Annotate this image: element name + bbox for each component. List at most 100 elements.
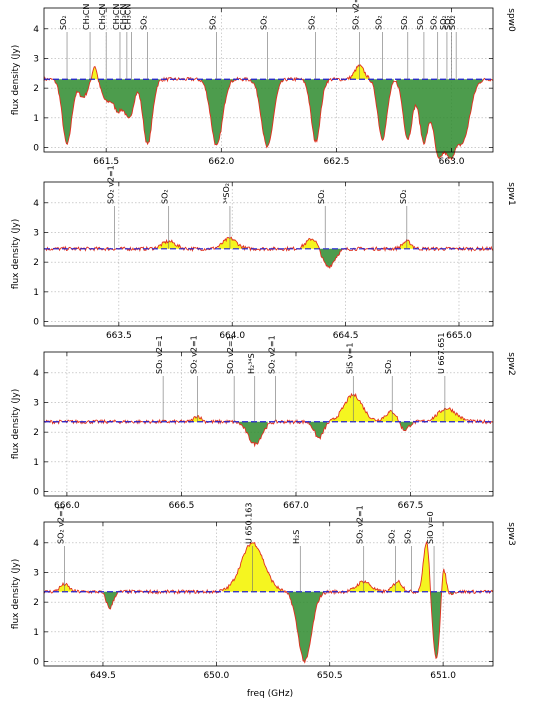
y-axis-label: flux density (Jy) xyxy=(11,389,21,459)
line-marker-label: SO₂ xyxy=(259,15,268,30)
x-axis-label: freq (GHz) xyxy=(247,689,293,699)
x-tick-label: 666.5 xyxy=(169,501,195,511)
emission-fill xyxy=(157,237,414,249)
line-marker-label: SiO v=0 xyxy=(426,511,435,544)
emission-fill xyxy=(57,542,449,592)
emission-fill xyxy=(91,64,370,80)
line-marker-label: SO₂ xyxy=(403,529,412,544)
spectrum-panel-spw2: SO₂ v2=1 SO₂ v2=1 SO₂ v2=1 H₂³⁴S SO₂ v2=1 SiS… xyxy=(11,333,516,511)
panel-label: spw3 xyxy=(506,522,516,546)
y-tick-label: 4 xyxy=(33,25,39,35)
panel-label: spw2 xyxy=(506,352,516,376)
x-tick-label: 663.5 xyxy=(106,331,132,341)
y-tick-label: 0 xyxy=(33,658,39,668)
x-tick-label: 650.0 xyxy=(203,671,229,681)
y-axis-label: flux density (Jy) xyxy=(11,45,21,115)
x-tick-label: 661.5 xyxy=(93,157,119,167)
line-marker-label: SO₂ v2=1 xyxy=(106,165,115,204)
line-marker-label: SO₂ xyxy=(399,189,408,204)
line-marker-label: SO₂ xyxy=(161,189,170,204)
line-marker-label: SO₂ xyxy=(448,15,457,30)
line-marker-label: SO₂ v2=1 xyxy=(267,335,276,374)
emission-fill xyxy=(190,393,466,422)
line-marker-label: SO₂ xyxy=(140,15,149,30)
x-tick-label: 667.0 xyxy=(283,501,309,511)
x-tick-label: 650.5 xyxy=(317,671,343,681)
x-tick-label: 662.5 xyxy=(324,157,350,167)
line-marker-label: CH₃CN xyxy=(98,4,107,30)
y-tick-label: 3 xyxy=(33,54,39,64)
line-marker-label: CH₃CN xyxy=(123,4,132,30)
x-tick-label: 662.0 xyxy=(208,157,234,167)
line-marker-label: SiS v=1 xyxy=(345,343,354,374)
panel-label: spw1 xyxy=(506,182,516,206)
y-tick-label: 2 xyxy=(33,258,39,268)
y-tick-label: 3 xyxy=(33,568,39,578)
y-tick-label: 0 xyxy=(33,318,39,328)
x-tick-label: 665.0 xyxy=(446,331,472,341)
y-axis-label: flux density (Jy) xyxy=(11,219,21,289)
line-marker-label: SO₂ xyxy=(400,15,409,30)
plot-frame xyxy=(43,351,494,497)
x-tick-label: 664.0 xyxy=(219,331,245,341)
x-tick-label: 667.5 xyxy=(398,501,424,511)
spectrum-panel-spw1: SO₂ v2=1 SO₂ ³⁴SO₂ SO₂ SO₂ 663.5 664.0 664.5 665… xyxy=(11,165,516,341)
line-marker-label: SO₂ xyxy=(317,189,326,204)
line-marker-label: SO₂ xyxy=(384,359,393,374)
x-tick-label: 649.5 xyxy=(90,671,116,681)
line-marker-label: SO₂ xyxy=(416,15,425,30)
line-marker-label: SO₂ xyxy=(444,15,453,30)
spectrum-line xyxy=(43,392,494,448)
y-tick-label: 0 xyxy=(33,144,39,154)
plot-frame xyxy=(43,181,494,327)
x-tick-label: 666.0 xyxy=(54,501,80,511)
y-axis-label: flux density (Jy) xyxy=(11,559,21,629)
x-tick-label: 663.0 xyxy=(439,157,465,167)
x-tick-label: 664.5 xyxy=(333,331,359,341)
y-tick-label: 3 xyxy=(33,398,39,408)
line-marker-label: SO₂ xyxy=(430,15,439,30)
line-marker-label: U 667.651 xyxy=(437,333,446,374)
y-tick-label: 2 xyxy=(33,598,39,608)
line-marker-label: U 650.163 xyxy=(245,503,254,544)
line-marker-label: ³⁴SO₂ xyxy=(222,183,231,204)
line-marker-label: SO₂ v2=1 xyxy=(56,505,65,544)
plot-frame xyxy=(43,7,494,153)
line-marker-label: SO₂ v2=1 xyxy=(351,0,360,30)
line-marker-label: SO₂ xyxy=(308,15,317,30)
line-marker-label: SO₂ v2=1 xyxy=(356,505,365,544)
y-tick-label: 2 xyxy=(33,428,39,438)
y-tick-label: 1 xyxy=(33,628,39,638)
y-tick-label: 1 xyxy=(33,288,39,298)
x-tick-label: 651.0 xyxy=(430,671,456,681)
spectrum-line xyxy=(43,63,494,161)
plot-frame xyxy=(43,521,494,667)
panel-label: spw0 xyxy=(506,8,516,32)
spectrum-line xyxy=(43,236,494,270)
line-marker-label: CH₃CN xyxy=(82,4,91,30)
line-marker-label: SO₂ xyxy=(209,15,218,30)
spectrum-panel-spw3: SO₂ v2=1 U 650.163 H₂S SO₂ v2=1 SO₂ SO₂ SiO v=… xyxy=(11,503,516,681)
line-marker-label: SO₂ xyxy=(59,15,68,30)
line-marker-label: SO₂ xyxy=(387,529,396,544)
absorption-fill xyxy=(319,248,342,268)
line-marker-label: SO₂ v2=1 xyxy=(226,335,235,374)
y-tick-label: 1 xyxy=(33,114,39,124)
y-tick-label: 4 xyxy=(33,199,39,209)
y-tick-label: 4 xyxy=(33,539,39,549)
y-tick-label: 4 xyxy=(33,369,39,379)
line-marker-label: CH₃CN xyxy=(119,4,128,30)
y-tick-label: 0 xyxy=(33,488,39,498)
line-marker-label: SO₂ v2=1 xyxy=(189,335,198,374)
y-tick-label: 3 xyxy=(33,228,39,238)
line-marker-label: H₂³⁴S xyxy=(247,353,256,374)
line-marker-label: CH₃CN xyxy=(112,4,121,30)
line-marker-label: SO₂ v2=1 xyxy=(155,335,164,374)
line-marker-label: SO₂ xyxy=(374,15,383,30)
y-tick-label: 1 xyxy=(33,458,39,468)
y-tick-label: 2 xyxy=(33,84,39,94)
line-marker-label: H₂S xyxy=(292,530,301,544)
line-marker-label: SO₂ xyxy=(439,15,448,30)
